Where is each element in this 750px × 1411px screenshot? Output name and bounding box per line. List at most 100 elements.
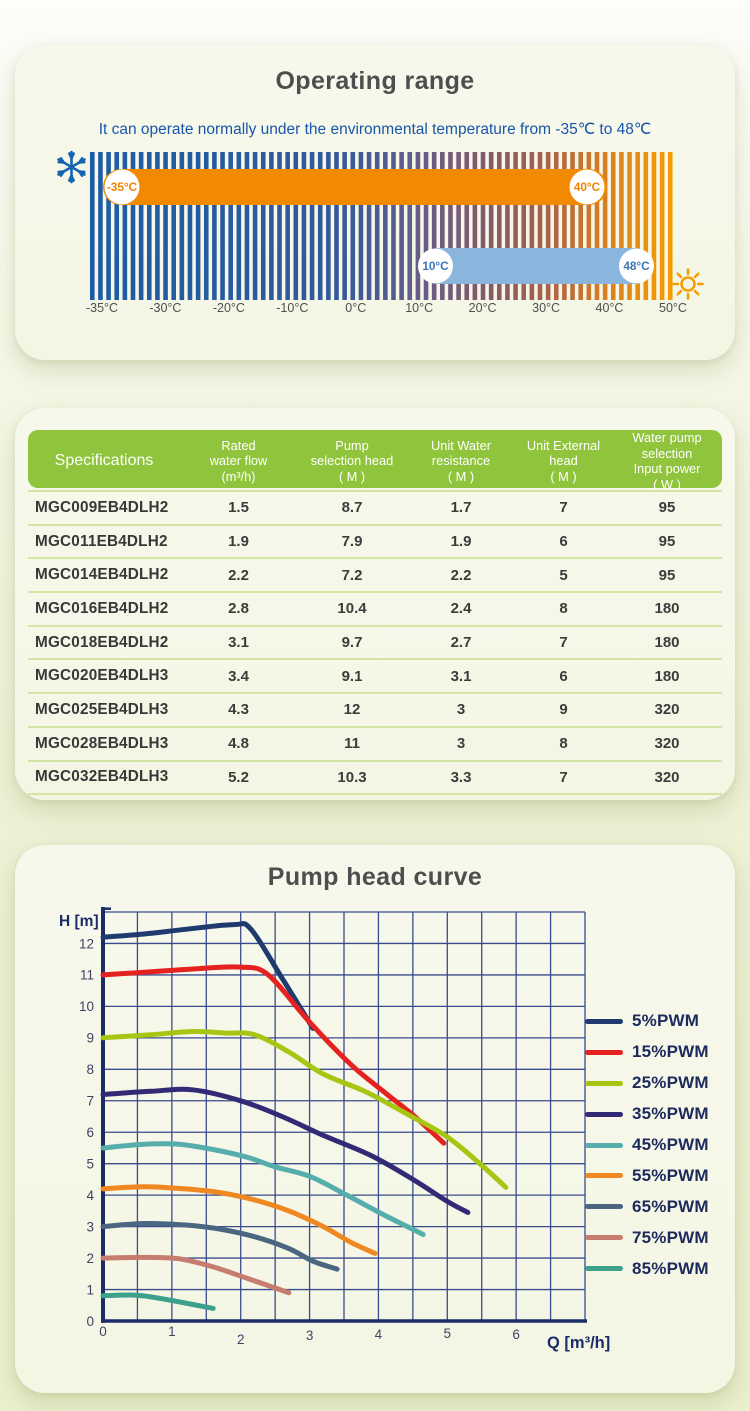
spec-value-cell: 7 [559, 768, 568, 786]
y-tick-label: 1 [86, 1282, 94, 1297]
temp-axis-label: 10°C [405, 301, 433, 315]
temp-bar [659, 152, 665, 300]
legend-swatch [585, 1111, 623, 1117]
spec-table-header: Specifications Rated water flow (m³/h) Pum… [28, 430, 722, 492]
temp-bar [643, 152, 649, 300]
spec-value-cell: 2.4 [450, 600, 472, 618]
temp-bar [529, 152, 535, 300]
legend-label: 65%PWM [632, 1196, 709, 1216]
spec-value-cell: 7 [559, 499, 568, 517]
y-axis-title: H [m] [59, 913, 99, 930]
legend-label: 35%PWM [632, 1104, 709, 1124]
temp-bar [635, 152, 640, 300]
snowflake-spoke [70, 158, 86, 169]
temp-bar [317, 152, 323, 300]
y-tick-label: 9 [86, 1031, 94, 1046]
temp-axis-label: -35°C [86, 301, 118, 315]
temp-bar [228, 152, 233, 300]
y-tick-label: 12 [79, 936, 94, 951]
snowflake-spoke [70, 165, 86, 176]
spec-model-cell: MGC028EB4DLH3 [35, 734, 169, 752]
table-row: MGC011EB4DLH2 1.9 7.9 1.9 6 95 [28, 526, 722, 560]
legend-item: 65%PWM [585, 1191, 709, 1222]
temp-bar [163, 152, 168, 300]
temp-axis-label: -20°C [213, 301, 245, 315]
spec-value-cell: 7.9 [341, 533, 363, 551]
table-row: MGC014EB4DLH2 2.2 7.2 2.2 5 95 [28, 559, 722, 594]
spec-value-cell: 180 [654, 600, 680, 618]
temp-bar [187, 152, 193, 300]
spec-model-cell: MGC011EB4DLH2 [35, 532, 168, 550]
spec-value-cell: 5.2 [228, 768, 249, 786]
legend-label: 75%PWM [632, 1227, 709, 1247]
temp-bar [350, 152, 356, 300]
spec-value-cell: 3.3 [450, 768, 472, 786]
sun-ray [693, 272, 700, 279]
pump-curve-legend: 5%PWM 15%PWM 25%PWM 35%PWM 45%PWM 55%PWM 65%PW… [585, 1006, 709, 1284]
temp-bar [627, 152, 632, 300]
spec-value-cell: 3.4 [228, 667, 249, 685]
spec-value-cell: 7.2 [341, 566, 363, 584]
spec-value-cell: 95 [658, 499, 676, 517]
temp-bar [553, 152, 559, 300]
table-row: MGC028EB4DLH3 4.8 11 3 8 320 [28, 728, 722, 762]
legend-item: 85%PWM [585, 1253, 709, 1284]
temp-bar [407, 152, 413, 300]
spec-header-cell: Pump selection head ( M ) [310, 437, 394, 485]
y-tick-label: 10 [79, 999, 94, 1014]
temp-bar [269, 152, 274, 300]
legend-label: 15%PWM [632, 1042, 709, 1062]
sun-ray [693, 289, 700, 296]
temp-bar [366, 152, 372, 300]
temp-bar [277, 152, 282, 300]
spec-value-cell: 5 [559, 566, 568, 584]
band-end-circle [619, 248, 654, 284]
spec-value-cell: 3.1 [450, 667, 472, 685]
legend-swatch [585, 1235, 623, 1241]
temp-bar [90, 152, 95, 300]
temp-axis-label: 40°C [596, 301, 624, 315]
spec-value-cell: 320 [654, 735, 680, 753]
x-tick-label: 2 [237, 1332, 245, 1347]
temp-bar [472, 152, 478, 300]
pump-curve-title: Pump head curve [267, 863, 483, 891]
temp-bar [301, 152, 307, 300]
spec-model-cell: MGC020EB4DLH3 [35, 667, 169, 685]
temp-bar [285, 152, 290, 300]
sun-ray [676, 289, 683, 296]
legend-item: 55%PWM [585, 1160, 709, 1191]
temp-bar [358, 152, 364, 300]
y-tick-label: 8 [86, 1062, 94, 1077]
spec-table-body: MGC009EB4DLH2 1.5 8.7 1.7 7 95 MGC011EB4DLH2 1.… [28, 490, 722, 796]
temp-bar [391, 152, 396, 300]
temp-bar [570, 152, 575, 300]
temp-bar [260, 152, 266, 300]
temp-bar [195, 152, 201, 300]
temp-bar [415, 152, 421, 300]
temp-axis-label: 50°C [659, 301, 687, 315]
spec-header-cell: Water pump selection Input power ( W ) [632, 430, 702, 492]
x-tick-label: 0 [99, 1324, 107, 1339]
temp-bar [98, 152, 103, 300]
temp-bar [334, 152, 339, 300]
band-start-circle [418, 248, 453, 284]
spec-model-cell: MGC018EB4DLH2 [35, 633, 169, 651]
curve-35%PWM [100, 1086, 471, 1215]
temp-bar [431, 152, 437, 300]
spec-value-cell: 180 [654, 634, 680, 652]
legend-item: 75%PWM [585, 1222, 709, 1253]
y-tick-label: 5 [86, 1156, 94, 1171]
operating-range-subtitle: It can operate normally under the enviro… [98, 121, 652, 138]
temp-bar [513, 152, 518, 300]
temp-bar [130, 152, 136, 300]
band-start-circle [104, 169, 140, 205]
temp-bar [505, 152, 510, 300]
spec-value-cell: 4.3 [228, 701, 249, 719]
temp-bar [448, 152, 453, 300]
spec-value-cell: 8 [559, 735, 568, 753]
temp-bar [488, 152, 494, 300]
curve-75%PWM [100, 1254, 292, 1296]
y-tick-label: 7 [86, 1094, 94, 1109]
legend-swatch [585, 1266, 623, 1272]
temp-bar [602, 152, 608, 300]
